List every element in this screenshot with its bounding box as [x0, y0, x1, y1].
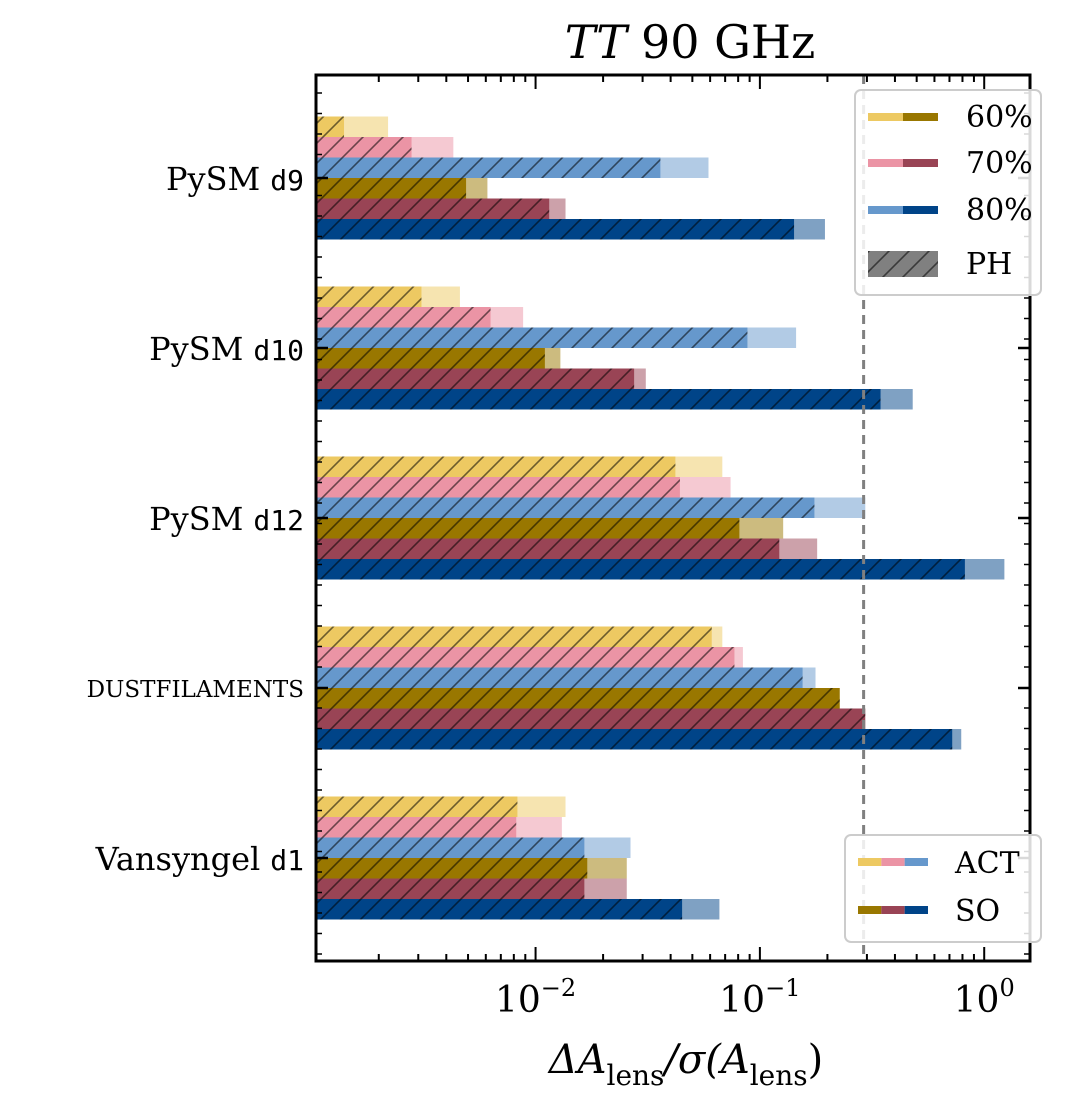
- legend-label-so: SO: [955, 894, 1000, 929]
- y-tick-label-pysm-d12: PySM d12: [149, 500, 304, 538]
- bar-ph-hatch-so-80-dustfilaments: [316, 729, 953, 750]
- bar-ph-hatch-act-70-vansyngel-d1: [316, 817, 517, 838]
- legend-swatch-70: [868, 159, 903, 167]
- chart-title-rest: 90 GHz: [641, 15, 815, 69]
- y-tick-label-pysm-d10: PySM d10: [149, 330, 304, 368]
- bar-ph-hatch-so-60-dustfilaments: [316, 688, 840, 709]
- bar-ph-hatch-act-70-pysm-d12: [316, 477, 680, 498]
- bar-ph-hatch-act-60-pysm-d9: [316, 116, 345, 137]
- legend-swatch-60: [903, 113, 938, 121]
- bar-ph-hatch-so-70-pysm-d9: [316, 198, 550, 219]
- legend-swatch-80: [903, 206, 938, 214]
- bar-ph-hatch-so-70-pysm-d12: [316, 538, 780, 559]
- legend-swatch-60: [868, 113, 903, 121]
- bar-ph-hatch-act-70-pysm-d9: [316, 137, 412, 158]
- bar-ph-hatch-act-80-dustfilaments: [316, 667, 803, 688]
- x-tick-label: 10−1: [719, 974, 800, 1021]
- y-tick-label-vansyngel-d1: Vansyngel d1: [95, 840, 304, 878]
- bar-ph-hatch-act-60-vansyngel-d1: [316, 796, 518, 817]
- legend-fsky: 60% 70% 80% PH: [854, 89, 1042, 296]
- bar-ph-hatch-so-70-dustfilaments: [316, 708, 866, 729]
- legend-swatch-act: [881, 858, 905, 866]
- chart-title-italic: TT: [565, 15, 631, 69]
- bar-ph-hatch-so-80-vansyngel-d1: [316, 899, 683, 920]
- legend-label-act: ACT: [954, 846, 1020, 881]
- bar-ph-hatch-act-80-pysm-d10: [316, 327, 748, 348]
- bar-ph-hatch-act-60-pysm-d10: [316, 286, 422, 307]
- bar-ph-hatch-so-60-pysm-d10: [316, 348, 545, 369]
- legend-swatch-70: [903, 159, 938, 167]
- bar-ph-hatch-act-60-pysm-d12: [316, 456, 676, 477]
- legend-swatch-80: [868, 206, 903, 214]
- y-tick-label-pysm-d9: PySM d9: [166, 160, 304, 198]
- legend-swatch-so: [904, 906, 928, 914]
- legend-label-80: 80%: [966, 193, 1033, 228]
- bar-ph-hatch-so-60-pysm-d9: [316, 178, 467, 199]
- legend-label-ph: PH: [966, 247, 1012, 282]
- bar-ph-hatch-so-70-vansyngel-d1: [316, 878, 585, 899]
- legend-fsky-box: [854, 89, 1042, 296]
- chart-title: TT 90 GHz: [565, 15, 815, 69]
- x-tick-label: 100: [954, 974, 1015, 1021]
- legend-label-60: 60%: [966, 100, 1033, 135]
- bar-ph-hatch-act-80-vansyngel-d1: [316, 837, 585, 858]
- bar-ph-hatch-so-60-vansyngel-d1: [316, 858, 588, 879]
- legend-swatch-so: [858, 906, 882, 914]
- legend-swatch-so: [881, 906, 905, 914]
- legend-swatch-act: [858, 858, 882, 866]
- bar-ph-hatch-so-80-pysm-d9: [316, 219, 795, 240]
- bar-ph-hatch-so-70-pysm-d10: [316, 368, 635, 389]
- x-tick-label: 10−2: [495, 974, 576, 1021]
- bar-ph-hatch-so-80-pysm-d12: [316, 559, 965, 580]
- bar-ph-hatch-act-70-pysm-d10: [316, 307, 491, 328]
- legend-swatch-act: [904, 858, 928, 866]
- legend-experiment: ACT SO: [844, 834, 1042, 943]
- bar-ph-hatch-act-80-pysm-d12: [316, 497, 815, 518]
- bar-ph-hatch-act-80-pysm-d9: [316, 157, 661, 178]
- bar-ph-hatch-so-60-pysm-d12: [316, 518, 740, 539]
- y-tick-label-dustfilaments: DUSTFILAMENTS: [87, 677, 304, 703]
- x-tick-labels: 10−2 10−1 100: [495, 974, 1015, 1021]
- y-tick-labels: PySM d9 PySM d10 PySM d12 DUSTFILAMENTS Vansyng…: [87, 160, 304, 878]
- legend-swatch-ph-hatch: [868, 251, 938, 277]
- bar-ph-hatch-act-60-dustfilaments: [316, 626, 712, 647]
- legend-label-70: 70%: [966, 146, 1033, 181]
- bars-layer: [316, 116, 1005, 920]
- bar-ph-hatch-so-80-pysm-d10: [316, 389, 881, 410]
- bar-ph-hatch-act-70-dustfilaments: [316, 647, 735, 668]
- x-axis-label: ΔAlens/σ(Alens): [547, 1037, 824, 1092]
